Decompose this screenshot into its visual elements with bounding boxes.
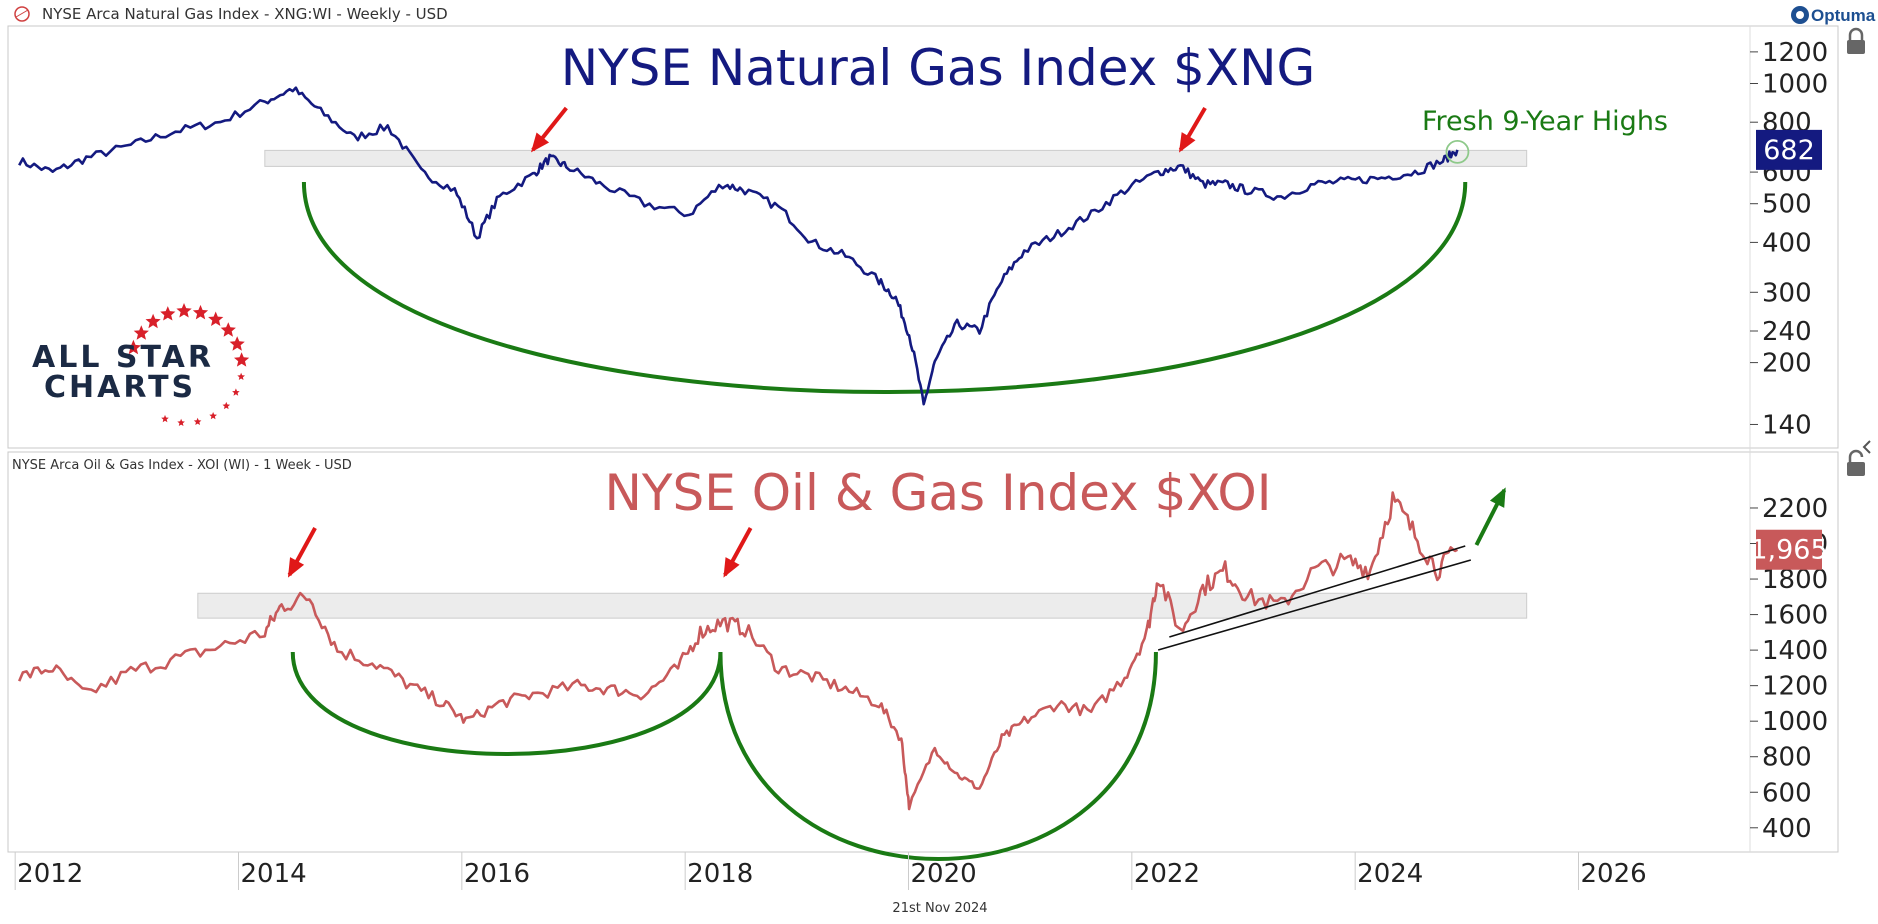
logo-star [145, 313, 161, 329]
logo-star [232, 388, 240, 396]
xoi-y-tick-label: 1000 [1762, 707, 1828, 737]
xng-cup-arc [301, 181, 1468, 394]
logo-star [125, 339, 141, 355]
logo-star [222, 401, 231, 410]
xoi-last-value-tag-bg [1756, 529, 1822, 570]
logo-star [208, 311, 224, 326]
xoi-last-value-tag: 1,965 [1750, 529, 1828, 570]
xoi-y-tick-label: 400 [1762, 814, 1812, 844]
xoi-y-tick-label: 1600 [1762, 601, 1828, 631]
xng-y-tick-label: 140 [1762, 410, 1812, 440]
xoi-chart-title: NYSE Oil & Gas Index $XOI [605, 464, 1272, 522]
green-up-arrow-icon [1474, 487, 1507, 546]
lock-icon[interactable] [1847, 27, 1865, 54]
xoi-y-tick-label: 800 [1762, 743, 1812, 773]
xoi-y-tick-label: 1400 [1762, 636, 1828, 666]
red-arrow-icon-head [1178, 132, 1196, 153]
red-arrow-icon-head [287, 557, 305, 578]
x-tick-label: 2014 [241, 859, 307, 889]
highlight-circle-icon [1445, 139, 1470, 164]
x-tick-label: 2024 [1357, 859, 1423, 889]
xoi-y-tick-label: 600 [1762, 778, 1812, 808]
logo-line2: CHARTS [44, 370, 196, 405]
xng-last-value-tag-label: 682 [1763, 135, 1815, 166]
logo-star [237, 372, 245, 380]
logo-star [177, 418, 185, 426]
logo-line1: ALL STAR [32, 340, 214, 375]
xoi-last-value-tag-label: 1,965 [1750, 535, 1827, 566]
logo-star [209, 412, 217, 420]
xoi-y-tick-label: 1800 [1762, 565, 1828, 595]
xng-y-tick-label: 500 [1762, 190, 1812, 220]
x-tick-label: 2016 [464, 859, 530, 889]
logo-star [234, 352, 250, 367]
bottom-chart-header: NYSE Arca Oil & Gas Index - XOI (WI) - 1… [12, 458, 352, 473]
red-arrow-icon [723, 527, 753, 578]
logo-star [193, 417, 202, 425]
xng-price-line [18, 86, 1459, 406]
xng-chart-title: NYSE Natural Gas Index $XNG [561, 39, 1316, 97]
xng-y-tick-label: 300 [1762, 278, 1812, 308]
xoi-trendline-upper [1169, 545, 1466, 638]
top-chart-header: NYSE Arca Natural Gas Index - XNG:WI - W… [42, 5, 448, 23]
logo-star [192, 304, 209, 320]
x-tick-label: 2012 [17, 859, 83, 889]
logo-star [133, 325, 149, 340]
unlock-icon[interactable] [1847, 449, 1865, 476]
green-up-arrow-icon-head [1489, 487, 1506, 508]
logo-star [220, 322, 236, 337]
xoi-y-tick-label: 2200 [1762, 494, 1828, 524]
optuma-brand: Optuma [1811, 6, 1876, 25]
red-arrow-icon-head [530, 132, 550, 153]
optuma-logo-icon [1791, 6, 1809, 24]
x-tick-label: 2026 [1581, 859, 1647, 889]
logo-stars-icon [125, 303, 250, 426]
xoi-cup-arc-left [290, 651, 723, 756]
xoi-price-line [18, 491, 1459, 811]
red-arrow-icon [1178, 106, 1207, 153]
xng-last-value-tag-bg [1756, 129, 1822, 170]
red-arrow-icon [287, 527, 317, 578]
fresh-highs-annotation: Fresh 9-Year Highs [1422, 106, 1668, 137]
x-tick-label: 2020 [911, 859, 977, 889]
logo-star [229, 336, 245, 351]
x-tick-label: 2018 [687, 859, 753, 889]
xng-y-tick-label: 240 [1762, 317, 1812, 347]
logo-star [161, 414, 169, 423]
top-panel-frame [7, 25, 1839, 449]
red-arrow-icon-head [723, 557, 740, 578]
xng-y-tick-label: 400 [1762, 228, 1812, 258]
xng-last-value-tag: 682 [1756, 129, 1822, 170]
x-tick-label: 2022 [1134, 859, 1200, 889]
xng-resistance-band [264, 149, 1528, 167]
footer-date: 21st Nov 2024 [892, 901, 987, 916]
xng-y-tick-label: 1000 [1762, 69, 1828, 99]
logo-star [176, 303, 192, 318]
xoi-resistance-band [197, 592, 1528, 619]
collapse-arrow-icon[interactable] [1862, 440, 1871, 454]
red-arrow-icon [530, 106, 568, 153]
xng-y-tick-label: 200 [1762, 349, 1812, 379]
xoi-cup-arc-right [718, 651, 1158, 861]
xoi-y-tick-label: 1200 [1762, 672, 1828, 702]
xoi-trendline-lower [1157, 559, 1472, 651]
all-star-charts-logo: ALL STAR CHARTS [32, 303, 250, 426]
xng-y-tick-label: 1200 [1762, 38, 1828, 68]
header-icon [14, 6, 30, 22]
logo-star [160, 306, 176, 321]
